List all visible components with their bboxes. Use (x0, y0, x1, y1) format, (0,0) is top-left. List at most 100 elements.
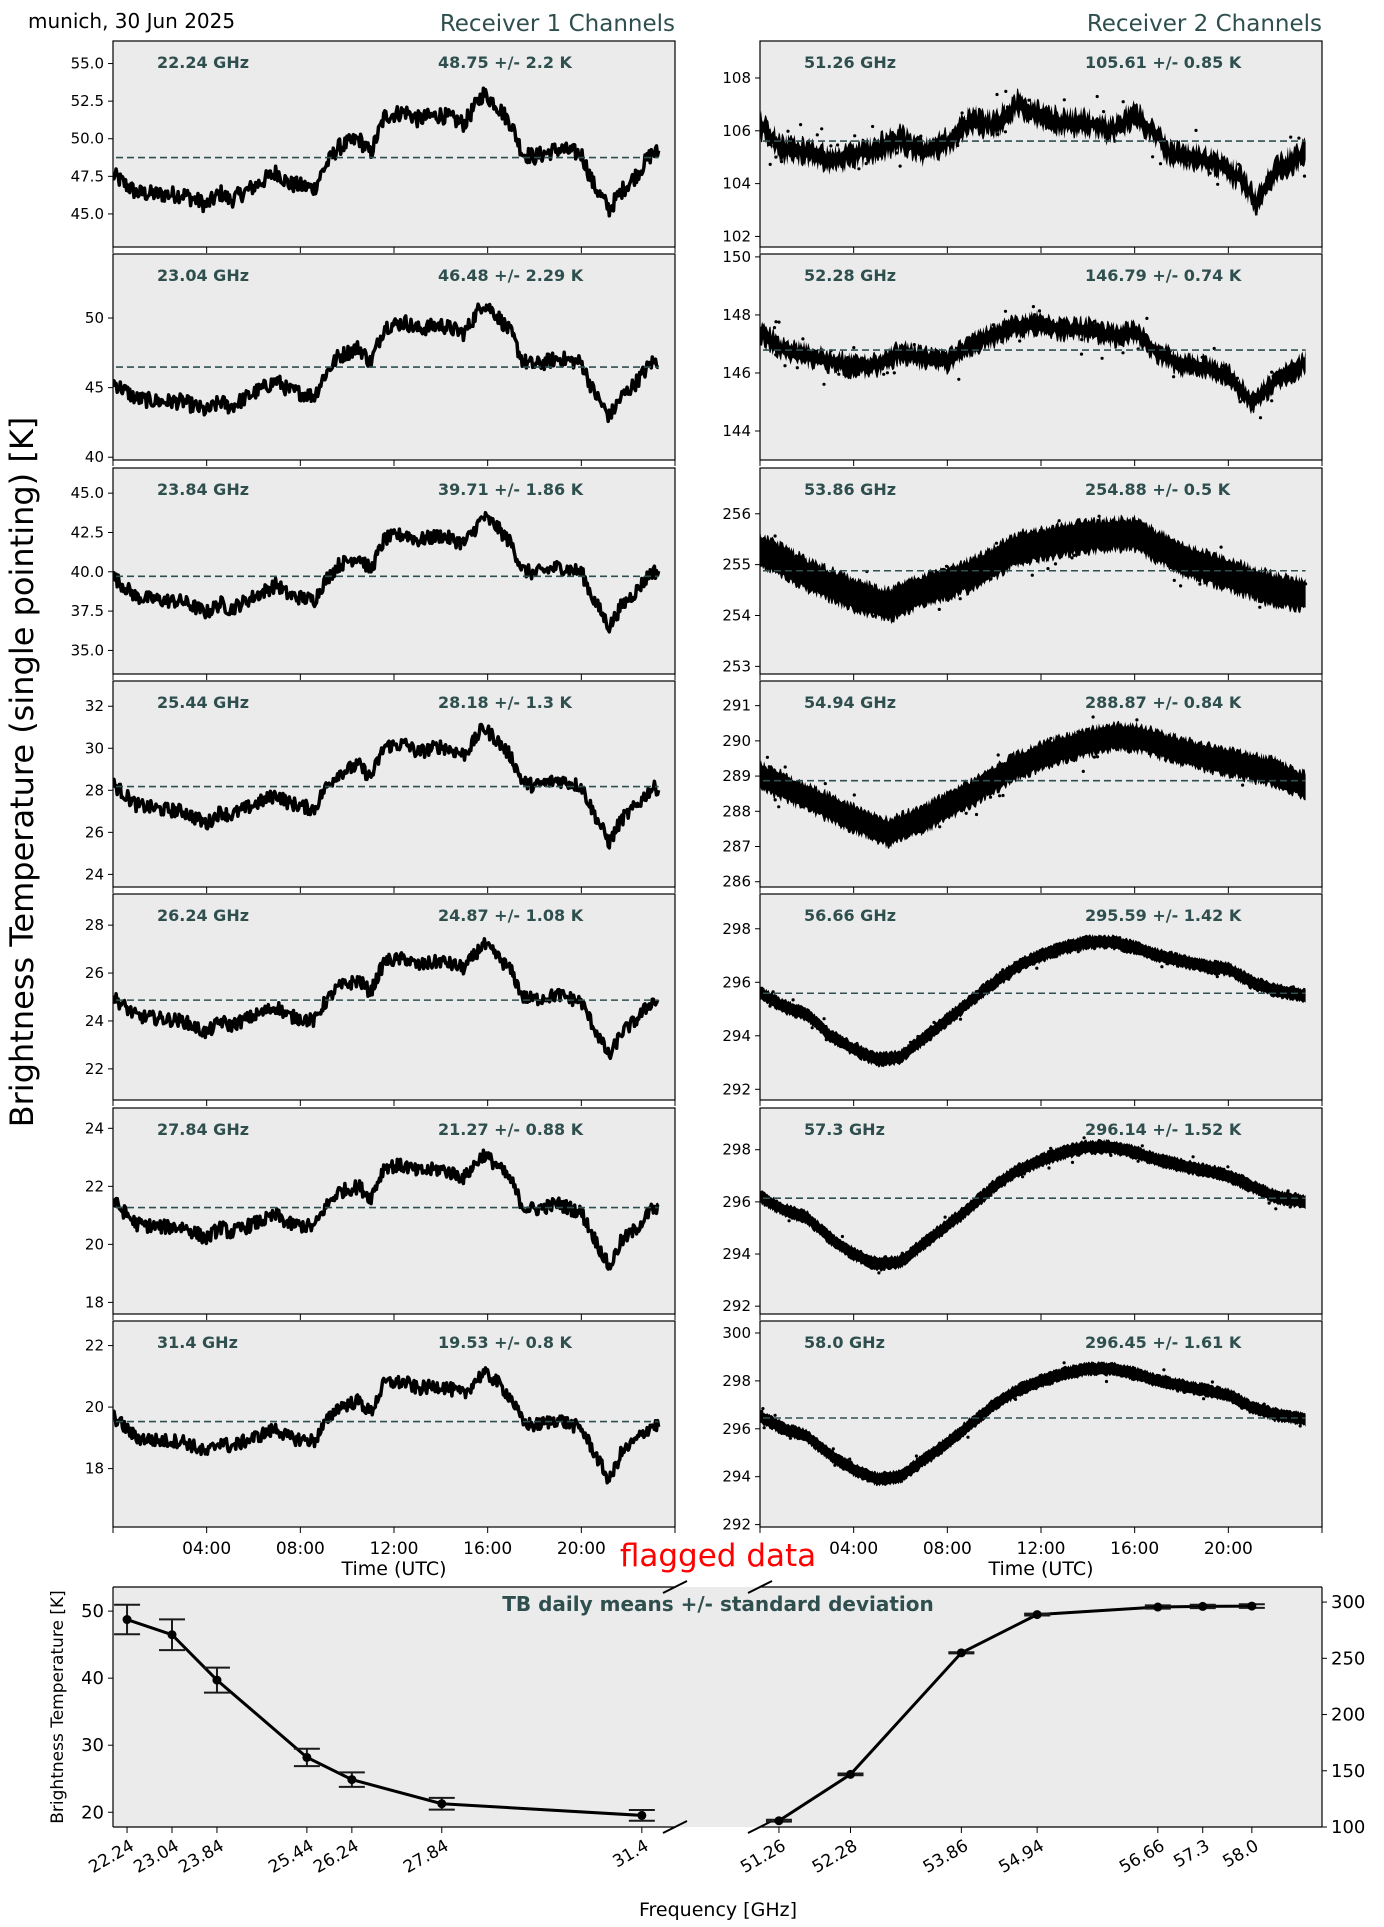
mean-point (1153, 1602, 1163, 1612)
scatter-point (1060, 757, 1065, 761)
scatter-point (1075, 545, 1079, 549)
scatter-point (1054, 1375, 1058, 1379)
summary-title: TB daily means +/- standard deviation (502, 1592, 934, 1616)
scatter-point (1163, 758, 1168, 762)
scatter-point (1194, 128, 1198, 132)
panel-data (760, 1136, 1306, 1275)
panel-data (113, 1148, 660, 1271)
scatter-point (985, 1409, 989, 1413)
scatter-point (1104, 1379, 1109, 1384)
axis-break-mark (747, 1820, 773, 1834)
scatter-point (869, 584, 874, 589)
scatter-point (831, 1447, 835, 1451)
x-tick-label: 04:00 (182, 1539, 231, 1559)
scatter-point (1045, 1161, 1049, 1165)
scatter-point (858, 360, 863, 364)
x-tick-label: 26.24 (310, 1836, 362, 1878)
scatter-point (1003, 130, 1008, 134)
scatter-point (836, 143, 840, 147)
scatter-point (1103, 943, 1107, 947)
x-tick-label: 54.94 (995, 1836, 1047, 1878)
frequency-label: 27.84 GHz (157, 1120, 249, 1139)
scatter-point (1299, 773, 1303, 777)
y-tick-label: 18 (85, 1293, 104, 1311)
scatter-point (859, 1249, 863, 1254)
scatter-point (953, 582, 958, 587)
scatter-point (1224, 1178, 1228, 1182)
scatter-point (1202, 964, 1206, 969)
y-tick-label: 296 (722, 973, 751, 991)
scatter-point (1069, 1151, 1073, 1155)
x-tick-label: 51.26 (737, 1836, 789, 1878)
mean-point (122, 1615, 132, 1625)
scatter-point (1213, 745, 1217, 750)
panel-2-2: 144 146 148 150 52.28 GHz 146.79 +/- 0.74 K (722, 248, 1323, 466)
scatter-point (1128, 733, 1132, 737)
scatter-point (1023, 541, 1027, 545)
scatter-point (1179, 584, 1183, 588)
panel-1-7: 18 20 22 31.4 GHz 19.53 +/- 0.8 K 04:00 08:00 1… (85, 1320, 676, 1580)
scatter-point (1085, 938, 1089, 942)
scatter-point (1050, 1381, 1054, 1385)
scatter-point (1033, 1386, 1037, 1390)
scatter-point (1027, 772, 1031, 777)
scatter-point (799, 123, 803, 127)
frequency-label: 23.04 GHz (157, 266, 249, 285)
scatter-band (760, 1139, 1306, 1272)
panel-background (113, 254, 675, 460)
scatter-point (799, 1208, 804, 1212)
scatter-point (801, 337, 805, 341)
scatter-point (1078, 944, 1082, 948)
panel-1-4: 24 26 28 30 32 25.44 GHz 28.18 +/- 1.3 K (85, 680, 676, 893)
scatter-point (1273, 761, 1277, 765)
scatter-point (786, 129, 790, 133)
scatter-point (1213, 964, 1217, 968)
scatter-point (937, 607, 941, 612)
y-tick-label: 28 (85, 781, 104, 799)
scatter-point (1070, 1160, 1075, 1164)
y-tick-label: 22 (85, 1177, 104, 1195)
scatter-point (1162, 1368, 1166, 1372)
scatter-point (958, 1017, 963, 1021)
scatter-point (1245, 194, 1249, 198)
scatter-point (988, 795, 993, 799)
y-tick-label: 50 (81, 1601, 104, 1622)
scatter-point (1060, 1369, 1064, 1373)
y-tick-label: 298 (722, 920, 751, 938)
scatter-point (1061, 1155, 1065, 1159)
scatter-point (774, 353, 778, 357)
scatter-point (1031, 305, 1035, 309)
scatter-point (1241, 783, 1245, 787)
scatter-point (888, 601, 892, 605)
scatter-point (1302, 174, 1307, 178)
scatter-point (765, 755, 770, 759)
x-tick-label: 20:00 (557, 1539, 606, 1559)
scatter-point (1208, 171, 1212, 175)
scatter-point (862, 1057, 867, 1062)
mean-std-label: 288.87 +/- 0.84 K (1085, 693, 1242, 712)
scatter-point (1037, 309, 1042, 313)
flagged-data-annotation: flagged data (620, 1538, 816, 1574)
scatter-point (1034, 1382, 1038, 1386)
scatter-point (1001, 968, 1005, 972)
scatter-point (795, 366, 799, 370)
panel-1-6: 18 20 22 24 27.84 GHz 21.27 +/- 0.88 K (85, 1107, 676, 1320)
time-series-line (113, 1366, 661, 1485)
scatter-point (857, 167, 861, 171)
scatter-point (1081, 769, 1085, 774)
scatter-point (1053, 562, 1058, 566)
scatter-point (853, 134, 857, 138)
mean-point (347, 1775, 357, 1785)
scatter-point (772, 326, 777, 330)
scatter-point (1221, 1173, 1226, 1177)
scatter-point (1185, 163, 1189, 167)
scatter-point (1229, 583, 1233, 587)
scatter-point (1007, 977, 1011, 981)
scatter-point (1049, 736, 1053, 740)
y-tick-label: 150 (722, 248, 751, 266)
y-tick-label: 254 (722, 607, 751, 625)
scatter-point (957, 377, 961, 381)
scatter-point (942, 1222, 946, 1226)
scatter-point (1250, 755, 1254, 759)
scatter-point (821, 578, 826, 582)
